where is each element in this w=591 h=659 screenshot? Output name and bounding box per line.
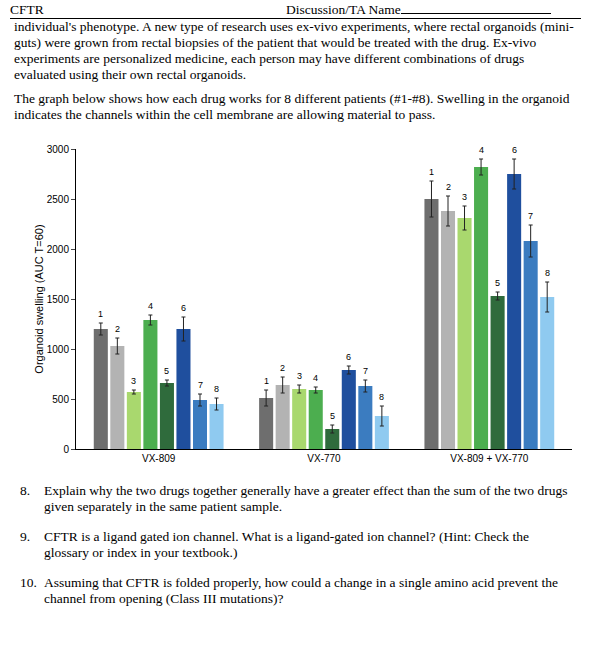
svg-text:VX-809 + VX-770: VX-809 + VX-770 bbox=[450, 453, 529, 464]
svg-text:2: 2 bbox=[115, 324, 120, 334]
html-text:8.: 8. bbox=[20, 483, 31, 498]
svg-text:Organoid swelling (AUC T=60): Organoid swelling (AUC T=60) bbox=[33, 224, 45, 373]
svg-text:7: 7 bbox=[528, 211, 533, 221]
svg-text:4: 4 bbox=[479, 145, 484, 155]
html-text:Explain why the two drugs toge: Explain why the two drugs together gener… bbox=[44, 483, 568, 514]
html-text:CFTR is a ligand gated ion cha: CFTR is a ligand gated ion channel. What… bbox=[44, 529, 529, 560]
svg-text:1: 1 bbox=[98, 309, 103, 319]
svg-text:8: 8 bbox=[214, 384, 219, 394]
svg-text:6: 6 bbox=[181, 303, 186, 313]
html-text:CFTR: CFTR bbox=[10, 2, 44, 17]
svg-text:2: 2 bbox=[280, 363, 285, 373]
svg-text:7: 7 bbox=[363, 366, 368, 376]
svg-text:4: 4 bbox=[313, 373, 318, 383]
svg-text:VX-770: VX-770 bbox=[307, 453, 341, 464]
svg-text:1: 1 bbox=[429, 167, 434, 177]
svg-text:3: 3 bbox=[297, 371, 302, 381]
svg-text:3000: 3000 bbox=[47, 144, 70, 155]
svg-text:8: 8 bbox=[379, 392, 384, 402]
html-text:9.: 9. bbox=[20, 529, 31, 544]
svg-text:5: 5 bbox=[495, 278, 500, 288]
svg-text:4: 4 bbox=[148, 301, 153, 311]
svg-text:2500: 2500 bbox=[47, 194, 70, 205]
svg-text:2: 2 bbox=[446, 182, 451, 192]
html-text:individual's phenotype. A new: individual's phenotype. A new type of re… bbox=[14, 19, 574, 82]
svg-text:7: 7 bbox=[198, 380, 203, 390]
svg-text:0: 0 bbox=[63, 444, 69, 455]
svg-text:5: 5 bbox=[164, 366, 169, 376]
svg-text:500: 500 bbox=[52, 394, 69, 405]
html-text:10.: 10. bbox=[20, 575, 37, 590]
svg-text:VX-809: VX-809 bbox=[142, 453, 176, 464]
svg-text:6: 6 bbox=[512, 145, 517, 155]
svg-text:3: 3 bbox=[131, 376, 136, 386]
svg-text:1500: 1500 bbox=[47, 294, 70, 305]
svg-text:2000: 2000 bbox=[47, 244, 70, 255]
html-text:The graph below shows how each: The graph below shows how each drug work… bbox=[14, 91, 570, 122]
svg-text:5: 5 bbox=[330, 411, 335, 421]
svg-text:3: 3 bbox=[462, 192, 467, 202]
html-text:Discussion/TA Name: Discussion/TA Name bbox=[286, 2, 401, 17]
svg-text:8: 8 bbox=[545, 268, 550, 278]
svg-text:1: 1 bbox=[264, 376, 269, 386]
html-text:Assuming that CFTR is folded p: Assuming that CFTR is folded properly, h… bbox=[44, 575, 558, 606]
svg-text:1000: 1000 bbox=[47, 344, 70, 355]
svg-text:6: 6 bbox=[346, 352, 351, 362]
